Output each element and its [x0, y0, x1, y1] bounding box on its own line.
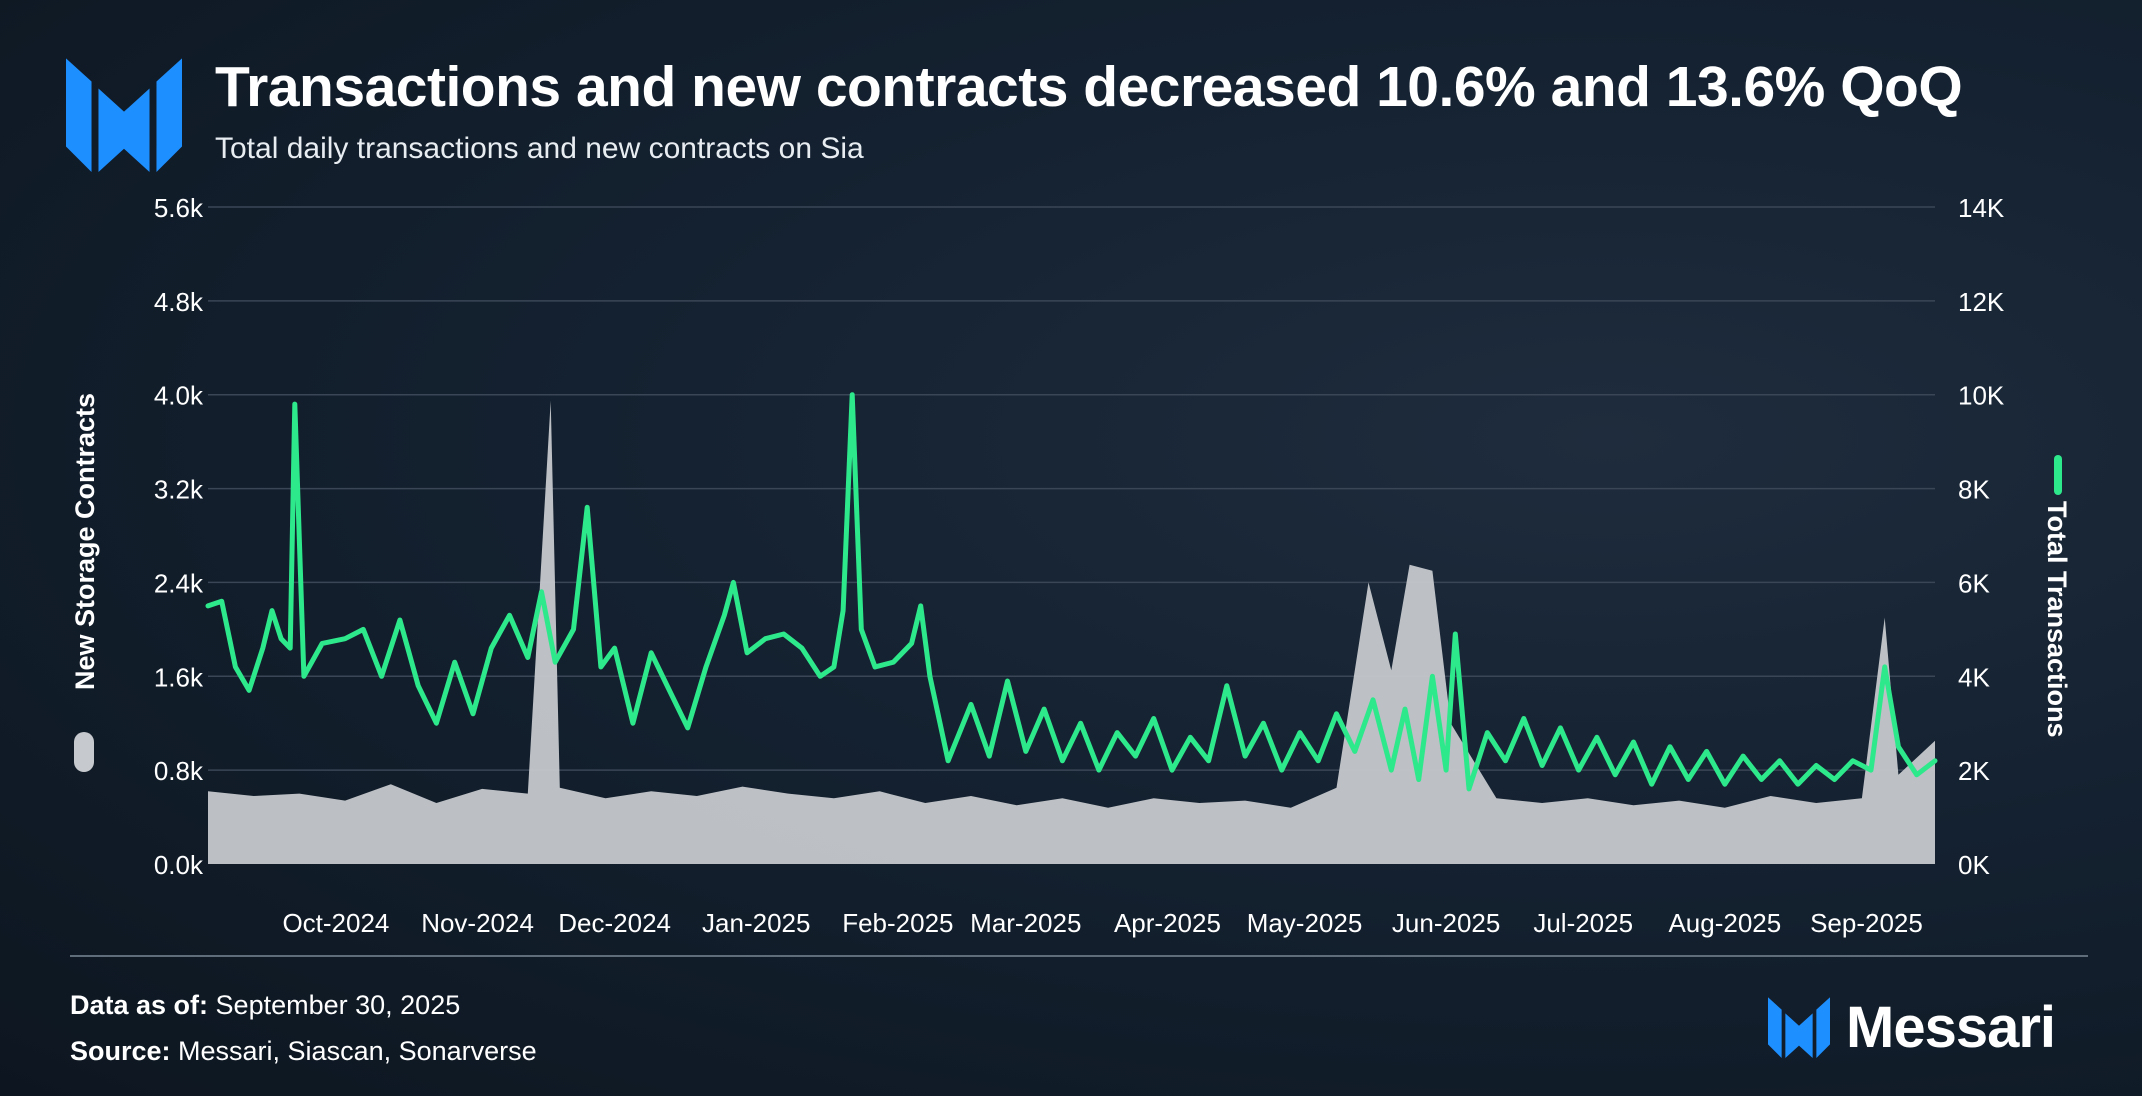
- x-tick-label: Oct-2024: [282, 908, 389, 938]
- chart-title: Transactions and new contracts decreased…: [215, 55, 1963, 119]
- transactions-line-layer: [205, 392, 1938, 792]
- right-tick-label: 10K: [1958, 381, 2005, 411]
- left-tick-label: 2.4k: [154, 568, 204, 598]
- x-tick-label: Mar-2025: [970, 908, 1081, 938]
- left-tick-label: 4.0k: [154, 381, 204, 411]
- messari-brand-icon: [1768, 997, 1830, 1058]
- x-tick-label: Dec-2024: [558, 908, 671, 938]
- messari-brand: Messari: [1768, 995, 2088, 1060]
- x-tick-label: Jun-2025: [1392, 908, 1500, 938]
- left-tick-label: 3.2k: [154, 475, 204, 505]
- x-tick-label: Apr-2025: [1114, 908, 1221, 938]
- green-line-icon: [2054, 455, 2062, 495]
- right-tick-label: 6K: [1958, 568, 1990, 598]
- x-tick-label: May-2025: [1247, 908, 1363, 938]
- grid-lines: [208, 206, 1935, 771]
- x-tick-label: Sep-2025: [1810, 908, 1923, 938]
- transactions-line: [205, 392, 1938, 792]
- right-tick-label: 12K: [1958, 287, 2005, 317]
- x-tick-label: Jan-2025: [702, 908, 810, 938]
- chart-subtitle: Total daily transactions and new contrac…: [215, 132, 864, 165]
- grey-pill-icon: [74, 732, 94, 772]
- data-as-of: Data as of: September 30, 2025: [70, 990, 460, 1021]
- chart: 0.0k 0.8k 1.6k 2.4k 3.2k 4.0k 4.8k 5.6k 0K 2K 4K 6…: [70, 193, 2072, 938]
- left-axis-ticks: 0.0k 0.8k 1.6k 2.4k 3.2k 4.0k 4.8k 5.6k: [154, 193, 204, 880]
- x-tick-label: Nov-2024: [421, 908, 534, 938]
- left-tick-label: 5.6k: [154, 193, 204, 223]
- left-tick-label: 4.8k: [154, 287, 204, 317]
- x-tick-label: Jul-2025: [1533, 908, 1633, 938]
- right-tick-label: 4K: [1958, 662, 1990, 692]
- x-axis-ticks: Oct-2024 Nov-2024 Dec-2024 Jan-2025 Feb-2025…: [282, 908, 1922, 938]
- messari-logo-icon: [66, 58, 182, 172]
- source-line: Source: Messari, Siascan, Sonarverse: [70, 1036, 537, 1067]
- right-axis-ticks: 0K 2K 4K 6K 8K 10K 12K 14K: [1958, 193, 2005, 880]
- x-tick-label: Feb-2025: [842, 908, 953, 938]
- right-tick-label: 2K: [1958, 756, 1990, 786]
- source-label: Source:: [70, 1036, 171, 1066]
- data-as-of-label: Data as of:: [70, 990, 209, 1020]
- footer-divider: [70, 955, 2088, 957]
- right-tick-label: 14K: [1958, 193, 2005, 223]
- x-tick-label: Aug-2025: [1668, 908, 1781, 938]
- source-value: Messari, Siascan, Sonarverse: [170, 1036, 537, 1066]
- left-tick-label: 1.6k: [154, 662, 204, 692]
- right-tick-label: 0K: [1958, 850, 1990, 880]
- right-axis-label: Total Transactions: [2042, 501, 2072, 738]
- contracts-area: [208, 400, 1935, 864]
- left-tick-label: 0.8k: [154, 756, 204, 786]
- data-as-of-value: September 30, 2025: [208, 990, 461, 1020]
- right-tick-label: 8K: [1958, 475, 1990, 505]
- contracts-area-layer: [208, 400, 1935, 864]
- brand-name: Messari: [1846, 995, 2056, 1060]
- left-tick-label: 0.0k: [154, 850, 204, 880]
- left-axis-label: New Storage Contracts: [70, 393, 100, 690]
